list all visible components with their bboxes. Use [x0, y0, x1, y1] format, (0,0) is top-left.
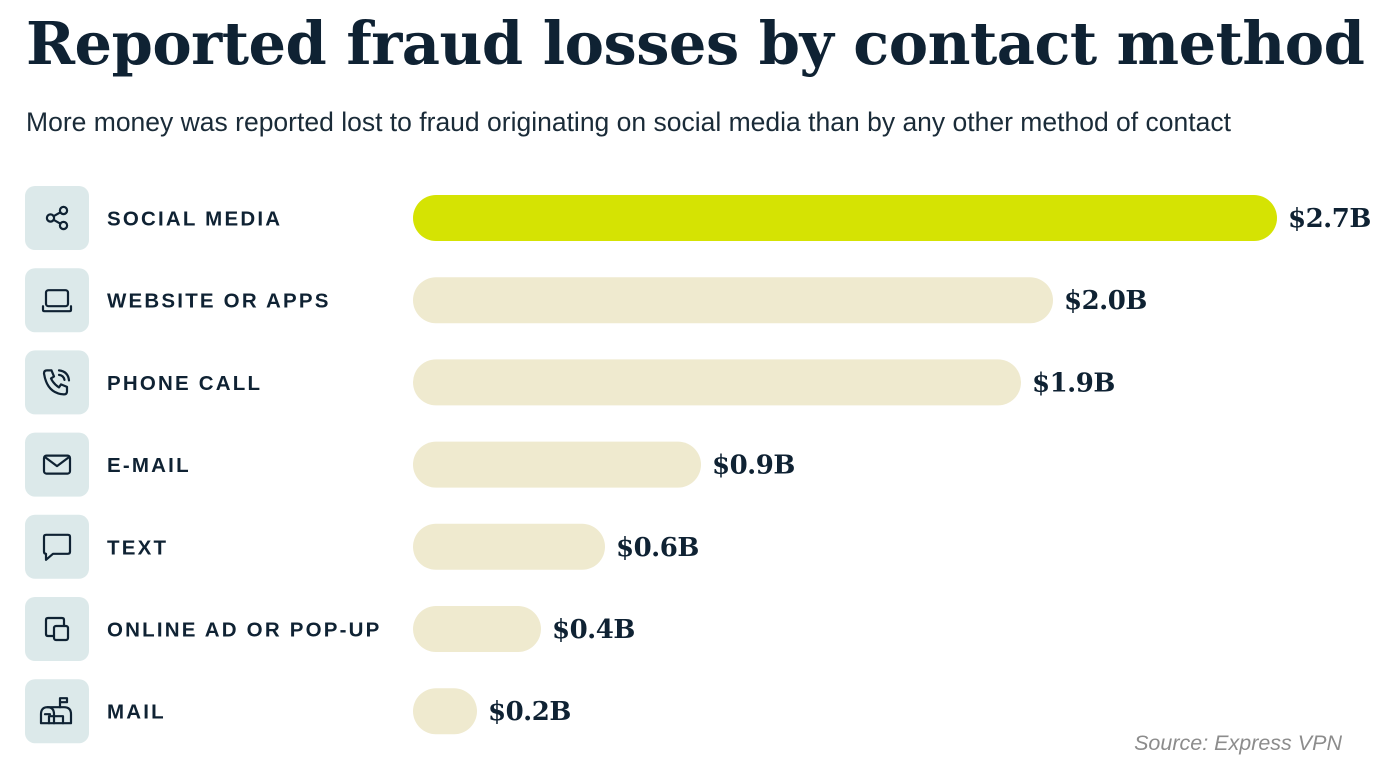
category-label: PHONE CALL [107, 372, 262, 395]
value-label: $2.7B [1288, 204, 1371, 234]
chart-title: Reported fraud losses by contact method [26, 9, 1365, 78]
chart-subtitle: More money was reported lost to fraud or… [26, 107, 1231, 137]
category-label: WEBSITE OR APPS [107, 290, 331, 313]
value-label: $2.0B [1064, 286, 1147, 316]
category-label: MAIL [107, 701, 166, 724]
bar [413, 441, 701, 488]
category-label: ONLINE AD OR POP-UP [107, 619, 382, 642]
icon-tile [25, 186, 89, 250]
icon-tile [25, 350, 89, 415]
category-label: E-MAIL [107, 454, 191, 477]
bar-row: WEBSITE OR APPS $2.0B [25, 268, 1147, 333]
bar [413, 277, 1053, 324]
icon-tile [25, 432, 89, 497]
bar-row: ONLINE AD OR POP-UP $0.4B [25, 597, 635, 661]
bar [413, 523, 605, 570]
value-label: $0.4B [552, 615, 635, 645]
bar [413, 688, 477, 735]
category-label: SOCIAL MEDIA [107, 208, 282, 231]
category-label: TEXT [107, 536, 168, 559]
bar-row: PHONE CALL $1.9B [25, 350, 1115, 415]
icon-tile [25, 268, 89, 333]
value-label: $0.2B [488, 697, 571, 727]
bar-row: E-MAIL $0.9B [25, 432, 795, 497]
value-label: $0.6B [616, 533, 699, 563]
icon-tile [25, 514, 89, 579]
icon-tile [25, 597, 89, 661]
bar [413, 359, 1021, 406]
bar-row: SOCIAL MEDIA $2.7B [25, 186, 1371, 250]
value-label: $0.9B [712, 451, 795, 481]
bar-row: TEXT $0.6B [25, 514, 699, 579]
value-label: $1.9B [1032, 368, 1115, 398]
icon-tile [25, 679, 89, 744]
bar [413, 195, 1277, 241]
source-note: Source: Express VPN [1134, 731, 1342, 755]
bar [413, 606, 541, 652]
bar-row: MAIL $0.2B [25, 679, 571, 744]
